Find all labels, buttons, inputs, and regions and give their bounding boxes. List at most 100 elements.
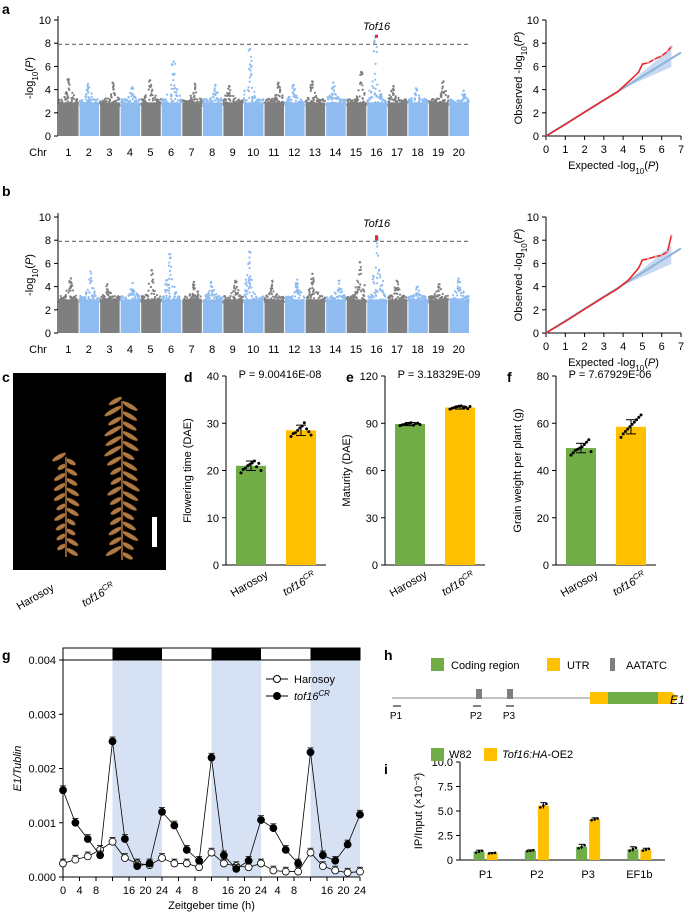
snp-point xyxy=(253,104,256,107)
pod xyxy=(110,466,123,476)
plant-stems xyxy=(52,396,140,560)
snp-point xyxy=(87,296,90,299)
y-tick-label: 8 xyxy=(45,38,51,50)
snp-point xyxy=(173,91,176,94)
legend-marker xyxy=(273,675,281,683)
significant-snp xyxy=(375,235,379,239)
snp-point xyxy=(248,96,251,99)
pod xyxy=(122,470,138,482)
snp-point xyxy=(189,94,192,97)
chromosome-band-1 xyxy=(59,299,79,333)
snp-point xyxy=(360,290,363,293)
snp-point xyxy=(466,300,469,303)
gene-label: Tof16 xyxy=(363,21,391,33)
pod xyxy=(109,536,123,546)
snp-point xyxy=(425,99,428,102)
aatatc-site xyxy=(476,689,482,699)
snp-point xyxy=(362,301,366,304)
snp-peak-point xyxy=(89,279,93,282)
pod xyxy=(122,480,140,492)
data-point xyxy=(259,469,263,472)
snp-point xyxy=(144,94,147,97)
snp-point xyxy=(357,103,361,106)
snp-point xyxy=(116,96,119,99)
snp-point xyxy=(398,298,401,301)
x-tick-label: 8 xyxy=(291,885,297,897)
photo-labels: Harosoy tof16CR xyxy=(15,579,115,613)
chromosome-band-5 xyxy=(141,299,161,333)
snp-point xyxy=(398,288,401,291)
snp-point xyxy=(233,297,237,300)
bar-P1-0 xyxy=(473,851,485,860)
snp-point xyxy=(190,300,193,303)
snp-point xyxy=(111,295,114,298)
data-point xyxy=(232,864,241,873)
snp-point xyxy=(214,295,217,298)
chromosome-label: 1 xyxy=(65,147,71,159)
pod xyxy=(52,452,67,462)
dark-period-shade xyxy=(211,660,261,877)
chromosome-label: 6 xyxy=(168,147,174,159)
snp-point xyxy=(196,98,199,101)
snp-point xyxy=(288,98,291,101)
snp-point xyxy=(173,285,176,289)
snp-peak-point xyxy=(456,281,459,284)
snp-peak-point xyxy=(248,63,251,66)
data-point xyxy=(59,786,67,795)
snp-point xyxy=(368,104,371,107)
snp-point xyxy=(449,298,452,301)
snp-point xyxy=(464,101,467,104)
observed-point xyxy=(670,45,673,48)
snp-point xyxy=(466,98,469,101)
chromosome-label: 15 xyxy=(350,344,362,356)
snp-point xyxy=(388,94,391,97)
snp-point xyxy=(212,296,216,299)
snp-point xyxy=(190,100,194,104)
snp-point xyxy=(329,101,333,104)
pod xyxy=(56,533,67,541)
snp-point xyxy=(336,104,340,107)
chromosome-band-4 xyxy=(120,299,141,333)
chromosome-band-6 xyxy=(161,102,182,136)
snp-point xyxy=(321,300,324,303)
chromosome-label: 3 xyxy=(106,344,112,356)
chromosome-band-14 xyxy=(326,299,346,333)
snp-point xyxy=(132,298,136,301)
snp-point xyxy=(271,100,275,103)
legend-swatch xyxy=(431,748,444,761)
snp-top-point xyxy=(395,279,399,282)
snp-point xyxy=(370,90,373,93)
snp-point xyxy=(93,290,96,293)
snp-point xyxy=(354,286,357,289)
snp-point xyxy=(411,296,414,299)
snp-point xyxy=(385,103,388,106)
snp-point xyxy=(446,100,449,104)
snp-point xyxy=(379,298,382,301)
snp-point xyxy=(250,86,254,89)
snp-point xyxy=(311,286,314,290)
snp-point xyxy=(409,104,412,107)
snp-top-point xyxy=(172,60,175,63)
data-point xyxy=(631,847,635,851)
snp-point xyxy=(290,98,293,101)
snp-point xyxy=(202,101,205,104)
snp-point xyxy=(251,99,254,102)
snp-point xyxy=(138,295,141,298)
snp-top-point xyxy=(89,270,92,273)
snp-point xyxy=(415,103,418,106)
snp-point xyxy=(317,296,320,300)
data-point xyxy=(300,424,304,428)
snp-point xyxy=(272,298,275,302)
pod xyxy=(108,416,123,426)
confidence-band xyxy=(546,48,672,136)
x-tick-label: 2 xyxy=(582,144,588,156)
snp-point xyxy=(202,97,206,101)
snp-point xyxy=(84,290,88,294)
coding-region xyxy=(608,692,658,704)
snp-point xyxy=(431,98,434,101)
snp-point xyxy=(195,298,198,301)
snp-point xyxy=(398,293,402,296)
chromosome-band-18 xyxy=(408,102,428,136)
snp-point xyxy=(387,101,390,104)
snp-top-point xyxy=(310,80,314,83)
